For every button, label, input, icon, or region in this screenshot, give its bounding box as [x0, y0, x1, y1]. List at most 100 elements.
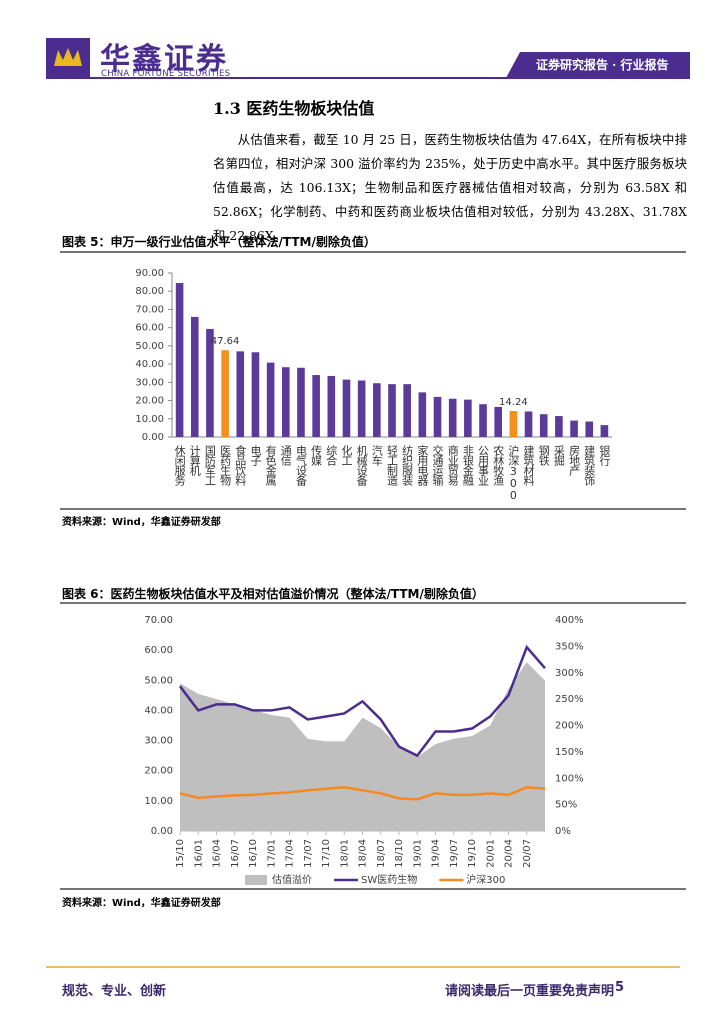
x-tick-label: 家用电器	[416, 444, 429, 487]
x-tick-label: 19/07	[449, 839, 460, 868]
x-tick-label: 16/07	[230, 839, 241, 868]
x-tick-label: 非银金融	[461, 445, 474, 487]
x-tick-label: 食品饮料	[234, 444, 247, 487]
bar	[327, 375, 336, 437]
x-tick-label: 16/04	[212, 839, 223, 868]
y-tick-label: 40.00	[144, 705, 173, 716]
footer-left: 规范、专业、创新	[62, 984, 167, 999]
logo-name: 华鑫证券	[100, 42, 228, 77]
y-tick-label: 10.00	[144, 796, 173, 807]
x-tick-label: 18/07	[376, 839, 387, 868]
bar	[464, 399, 472, 437]
x-tick-label: 传媒	[310, 445, 323, 467]
bar	[221, 350, 229, 437]
x-tick-label: 采掘	[552, 445, 565, 467]
x-tick-label: 17/04	[285, 839, 296, 868]
y-tick-label: 50.00	[135, 341, 164, 352]
logo-crown	[54, 48, 82, 66]
x-tick-label: 16/01	[193, 839, 204, 868]
y-tick-label: 30.00	[135, 377, 164, 388]
x-tick-label: 国防军工	[203, 445, 216, 485]
y-tick-label: 60.00	[144, 645, 173, 656]
legend-swatch	[245, 875, 267, 885]
y2-tick-label: 300%	[555, 668, 584, 679]
x-tick-label: 建筑装饰	[583, 444, 596, 486]
x-tick-label: 16/10	[248, 839, 259, 868]
line	[179, 786, 546, 801]
x-tick-label: 轻工制造	[386, 444, 399, 486]
bar	[251, 352, 260, 437]
y-tick-label: 10.00	[135, 414, 164, 425]
y2-tick-label: 400%	[555, 615, 584, 626]
data-label: 14.24	[499, 397, 528, 408]
footer-right: 请阅读最后一页重要免责声明	[444, 984, 614, 999]
bar	[418, 392, 427, 437]
y2-tick-label: 100%	[555, 773, 584, 784]
x-tick-label: 钢铁	[537, 445, 550, 466]
figure-title: 图表 6：医药生物板块估值水平及相对估值溢价情况（整体法/TTM/剔除负值）	[62, 587, 484, 601]
x-tick-label: 19/10	[467, 839, 478, 868]
x-tick-label: 综合	[325, 444, 338, 466]
banner-text: 证券研究报告 · 行业报告	[536, 58, 669, 72]
data-label: 47.64	[211, 336, 240, 347]
figure-source: 资料来源：Wind，华鑫证券研发部	[62, 898, 221, 909]
x-tick-label: 农林牧渔	[492, 444, 505, 487]
y-tick-label: 60.00	[135, 323, 164, 334]
x-tick-label: 15/10	[175, 839, 186, 868]
x-tick-label: 医药生物	[219, 445, 232, 486]
x-tick-label: 19/04	[431, 839, 442, 868]
y2-tick-label: 50%	[555, 800, 577, 811]
page-number: 5	[615, 980, 625, 995]
x-tick-label: 18/04	[358, 839, 369, 868]
bar	[448, 398, 457, 437]
x-tick-label: 房地产	[568, 445, 581, 477]
y-tick-label: 70.00	[135, 304, 164, 315]
x-tick-label: 休闲服务	[173, 445, 186, 486]
bar	[281, 367, 290, 437]
x-tick-label: 通信	[279, 445, 292, 467]
banner-band	[506, 52, 690, 78]
bar	[206, 328, 214, 437]
x-tick-label: 17/01	[266, 839, 277, 868]
bar	[403, 384, 411, 437]
x-tick-label: 有色金属	[264, 444, 277, 487]
y2-tick-label: 250%	[555, 694, 584, 705]
figure-source: 资料来源：Wind，华鑫证券研发部	[62, 517, 221, 528]
legend-label: 沪深300	[466, 873, 505, 886]
legend-label: 估值溢价	[272, 873, 312, 886]
y-tick-label: 80.00	[135, 286, 164, 297]
bar	[175, 283, 184, 437]
x-tick-label: 建筑材料	[522, 444, 535, 487]
x-tick-label: 商业贸易	[446, 444, 459, 487]
x-tick-label: 19/01	[412, 839, 423, 868]
bar	[236, 351, 245, 437]
bar	[342, 379, 351, 437]
bar	[524, 411, 533, 437]
x-tick-label: 20/07	[522, 839, 533, 868]
logo-subtitle: CHINA FORTUNE SECURITIES	[101, 69, 231, 79]
y-tick-label: 70.00	[144, 615, 173, 626]
x-tick-label: 化工	[340, 444, 353, 465]
bar	[312, 375, 320, 437]
section-title: 1.3 医药生物板块估值	[213, 99, 375, 118]
y-tick-label: 20.00	[144, 766, 173, 777]
y-tick-label: 50.00	[144, 675, 173, 686]
x-tick-label: 公用事业	[477, 445, 490, 485]
bar	[479, 404, 487, 437]
x-tick-label: 计算机	[188, 445, 201, 476]
x-tick-label: 18/01	[339, 839, 350, 868]
bar	[297, 367, 305, 437]
area	[180, 662, 545, 831]
bar	[600, 425, 609, 437]
bar	[357, 380, 366, 437]
x-tick-label: 银行	[598, 444, 611, 467]
x-tick-label: 17/07	[303, 839, 314, 868]
bar	[433, 396, 442, 437]
x-tick-label: 纺织服装	[401, 444, 414, 487]
y-tick-label: 40.00	[135, 359, 164, 370]
y2-tick-label: 200%	[555, 721, 584, 732]
bar	[388, 384, 396, 437]
x-tick-label: 18/10	[394, 839, 405, 868]
